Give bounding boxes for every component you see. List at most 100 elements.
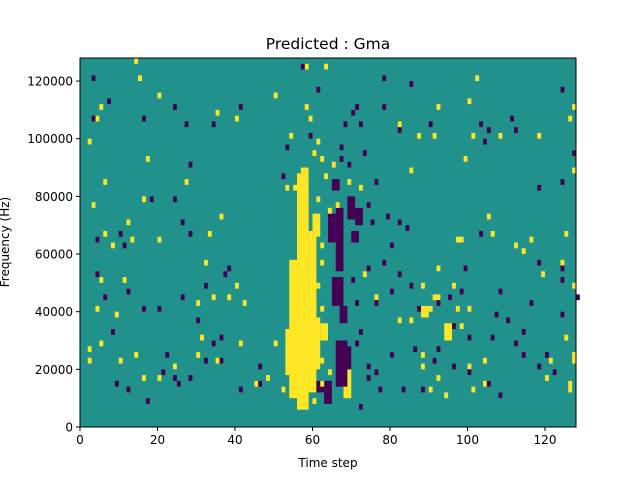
heatmap-high-cell	[312, 150, 317, 157]
heatmap-low-cell	[204, 357, 208, 364]
heatmap-high-cell	[304, 63, 309, 70]
heatmap-high-cell	[304, 213, 309, 220]
heatmap-high-cell	[103, 230, 108, 237]
heatmap-cells	[87, 58, 580, 410]
heatmap-high-cell	[568, 115, 573, 122]
heatmap-high-cell	[328, 207, 332, 214]
heatmap-low-cell	[436, 346, 441, 353]
heatmap-low-cell	[382, 259, 387, 266]
heatmap-high-cell	[122, 277, 127, 283]
heatmap-high-cell	[297, 398, 301, 404]
heatmap-high-cell	[211, 294, 216, 301]
heatmap-high-cell	[548, 357, 553, 364]
heatmap-low-cell	[514, 340, 518, 347]
heatmap-low-cell	[359, 328, 363, 335]
heatmap-low-cell	[359, 403, 363, 410]
heatmap-high-cell	[436, 375, 441, 381]
heatmap-high-cell	[111, 242, 115, 249]
heatmap-low-cell	[479, 121, 484, 128]
heatmap-low-cell	[463, 265, 468, 272]
heatmap-high-cell	[87, 346, 92, 353]
heatmap-low-cell	[281, 173, 286, 180]
heatmap-low-cell	[366, 202, 371, 208]
heatmap-low-cell	[347, 161, 352, 168]
x-tick-label: 60	[305, 433, 320, 447]
heatmap-low-cell	[173, 196, 177, 203]
heatmap-low-cell	[521, 328, 526, 335]
heatmap-low-cell	[560, 265, 565, 272]
heatmap-high-cell	[184, 179, 189, 185]
heatmap-low-cell	[351, 109, 356, 116]
heatmap-low-cell	[173, 104, 177, 110]
heatmap-low-region	[335, 207, 344, 272]
heatmap-high-cell	[320, 156, 325, 162]
heatmap-low-cell	[227, 265, 232, 272]
heatmap-high-cell	[173, 363, 177, 370]
heatmap-high-cell	[324, 173, 329, 180]
heatmap-high-cell	[568, 380, 573, 387]
heatmap-low-cell	[355, 104, 360, 110]
heatmap-high-cell	[99, 104, 104, 110]
heatmap-low-region	[335, 340, 348, 387]
y-tick-label: 60000	[35, 248, 73, 262]
heatmap-low-cell	[560, 277, 565, 283]
heatmap-low-cell	[126, 386, 131, 393]
heatmap-low-cell	[362, 150, 367, 157]
heatmap-low-cell	[483, 138, 487, 145]
heatmap-high-cell	[235, 115, 239, 122]
heatmap-low-cell	[118, 230, 123, 237]
heatmap-low-cell	[409, 282, 414, 289]
heatmap-high-region	[304, 294, 317, 393]
heatmap-high-cell	[196, 300, 201, 306]
heatmap-high-cell	[459, 323, 464, 329]
heatmap-high-cell	[436, 104, 441, 110]
x-tick-label: 20	[150, 433, 165, 447]
heatmap-low-cell	[95, 271, 100, 278]
heatmap-low-cell	[339, 144, 344, 151]
heatmap-low-cell	[165, 352, 170, 358]
heatmap-high-cell	[421, 363, 425, 370]
heatmap-low-cell	[572, 150, 577, 157]
heatmap-high-cell	[362, 271, 367, 278]
heatmap-high-cell	[320, 380, 325, 387]
heatmap-high-region	[300, 167, 309, 174]
heatmap-high-cell	[304, 190, 309, 197]
heatmap-low-cell	[397, 219, 402, 226]
heatmap-low-cell	[180, 219, 185, 226]
heatmap-low-cell	[467, 334, 472, 341]
heatmap-high-cell	[293, 184, 298, 191]
heatmap-high-cell	[138, 75, 143, 82]
heatmap-low-cell	[238, 386, 243, 393]
heatmap-high-cell	[285, 184, 290, 191]
heatmap-low-cell	[339, 156, 344, 162]
heatmap-low-cell	[382, 75, 387, 82]
heatmap-high-cell	[572, 282, 577, 289]
heatmap-low-cell	[421, 386, 425, 393]
x-tick-label: 80	[382, 433, 397, 447]
heatmap-low-cell	[560, 179, 565, 185]
heatmap-low-cell	[316, 86, 321, 93]
heatmap-low-cell	[359, 121, 363, 128]
heatmap-low-cell	[413, 346, 418, 353]
heatmap-low-cell	[436, 300, 441, 306]
heatmap-low-region	[347, 196, 356, 220]
heatmap-low-cell	[498, 392, 503, 399]
heatmap-low-cell	[560, 311, 565, 318]
heatmap-high-cell	[498, 132, 503, 139]
heatmap-high-cell	[455, 305, 460, 312]
heatmap-high-cell	[328, 369, 332, 376]
heatmap-low-cell	[498, 288, 503, 295]
heatmap-high-cell	[254, 380, 259, 387]
heatmap-low-cell	[355, 300, 360, 306]
heatmap-high-cell	[397, 317, 402, 324]
heatmap-high-cell	[95, 115, 100, 122]
heatmap-low-cell	[405, 225, 410, 231]
heatmap-low-cell	[351, 277, 356, 283]
heatmap-high-cell	[490, 230, 495, 237]
heatmap-low-cell	[308, 132, 313, 139]
heatmap-high-cell	[157, 375, 162, 381]
heatmap-high-cell	[266, 375, 270, 381]
heatmap-high-cell	[207, 230, 212, 237]
heatmap-low-cell	[452, 363, 456, 370]
heatmap-high-cell	[87, 357, 92, 364]
